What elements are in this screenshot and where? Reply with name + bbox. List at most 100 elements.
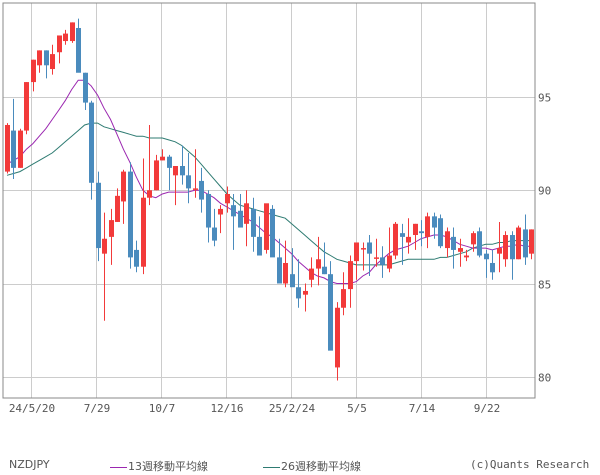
candle-down (257, 216, 262, 256)
legend-ma26-label: 26週移動平均線 (281, 460, 361, 473)
y-tick-label: 95 (538, 92, 551, 105)
x-tick-label: 7/29 (84, 402, 111, 415)
candle-up (37, 50, 42, 73)
candle-down (510, 231, 515, 280)
y-tick-label: 90 (538, 185, 551, 198)
candle-up (348, 255, 353, 308)
candle-up (464, 249, 469, 262)
candle-down (199, 167, 204, 213)
candle-up (529, 229, 534, 260)
candle-down (328, 261, 333, 351)
candle-down (490, 249, 495, 280)
candle-up (109, 208, 114, 265)
candle-down (277, 238, 282, 284)
moving-average-lines (6, 79, 531, 284)
y-tick-label: 85 (538, 279, 551, 292)
candle-down (128, 162, 133, 269)
x-tick-label: 25/2/24 (269, 402, 316, 415)
candle-up (70, 22, 75, 43)
legend-ma13-label: 13週移動平均線 (128, 460, 208, 473)
candle-down (231, 193, 236, 250)
candle-down (11, 98, 16, 180)
x-tick-label: 9/22 (474, 402, 501, 415)
candle-up (341, 272, 346, 316)
candle-down (83, 72, 88, 111)
candle-down (438, 214, 443, 249)
candle-down (432, 212, 437, 239)
candle-up (24, 82, 29, 135)
copyright: (c)Quants Research (470, 458, 590, 471)
candle-up (160, 149, 165, 161)
x-axis-labels: 24/5/20 7/29 10/7 12/16 25/2/24 5/5 7/14 9/22 (9, 402, 500, 415)
candle-down (296, 259, 301, 308)
candle-up (31, 59, 36, 92)
candle-up (335, 302, 340, 381)
candle-down (367, 235, 372, 277)
candle-up (173, 166, 178, 206)
candle-up (503, 231, 508, 267)
candle-up (57, 35, 62, 64)
candle-up (497, 221, 502, 273)
candle-up (154, 154, 159, 191)
candle-down (290, 248, 295, 288)
candles (5, 18, 534, 381)
candle-up (244, 190, 249, 247)
candle-up (361, 242, 366, 271)
legend-ma13: 13週移動平均線 (110, 458, 208, 474)
candle-down (238, 193, 243, 228)
candle-up (141, 158, 146, 275)
candle-up (50, 44, 55, 75)
ma26-swatch (263, 466, 280, 468)
candle-up (63, 29, 68, 45)
candle-down (484, 249, 489, 278)
candle-down (523, 214, 528, 265)
candle-down (400, 223, 405, 265)
candle-up (115, 188, 120, 222)
candle-down (322, 242, 327, 275)
plot-frame (2, 2, 536, 399)
candle-up (18, 128, 23, 168)
candle-down (477, 227, 482, 258)
legend-ma26: 26週移動平均線 (263, 458, 361, 474)
candle-up (445, 227, 450, 258)
candle-up (218, 205, 223, 234)
candle-up (303, 283, 308, 312)
candle-up (458, 238, 463, 267)
candle-down (134, 240, 139, 273)
x-tick-label: 12/16 (210, 402, 243, 415)
candle-up (374, 238, 379, 267)
candle-down (212, 208, 217, 247)
candle-down (206, 190, 211, 243)
candle-up (413, 223, 418, 250)
candle-up (387, 227, 392, 273)
candle-up (309, 257, 314, 288)
candle-down (167, 154, 172, 191)
candle-down (380, 246, 385, 278)
candle-up (406, 218, 411, 254)
candle-up (121, 169, 126, 224)
candle-up (283, 240, 288, 288)
candle-down (44, 50, 49, 79)
y-axis-labels: 80 85 90 95 (538, 92, 551, 385)
x-tick-label: 5/5 (347, 402, 367, 415)
symbol-label: NZDJPY (9, 458, 50, 471)
candle-down (451, 227, 456, 269)
candle-up (225, 186, 230, 213)
candle-up (264, 203, 269, 254)
x-tick-label: 7/14 (409, 402, 436, 415)
candle-up (516, 225, 521, 260)
candle-down (251, 197, 256, 252)
x-tick-label: 10/7 (149, 402, 176, 415)
grid-lines (3, 3, 535, 398)
candle-up (193, 149, 198, 198)
candle-down (419, 220, 424, 247)
candle-up (147, 124, 152, 206)
candle-down (76, 18, 81, 73)
x-tick-label: 24/5/20 (9, 402, 55, 415)
candle-down (89, 100, 94, 200)
candle-up (393, 221, 398, 260)
candle-down (270, 205, 275, 258)
candle-up (425, 212, 430, 249)
candle-up (354, 242, 359, 280)
